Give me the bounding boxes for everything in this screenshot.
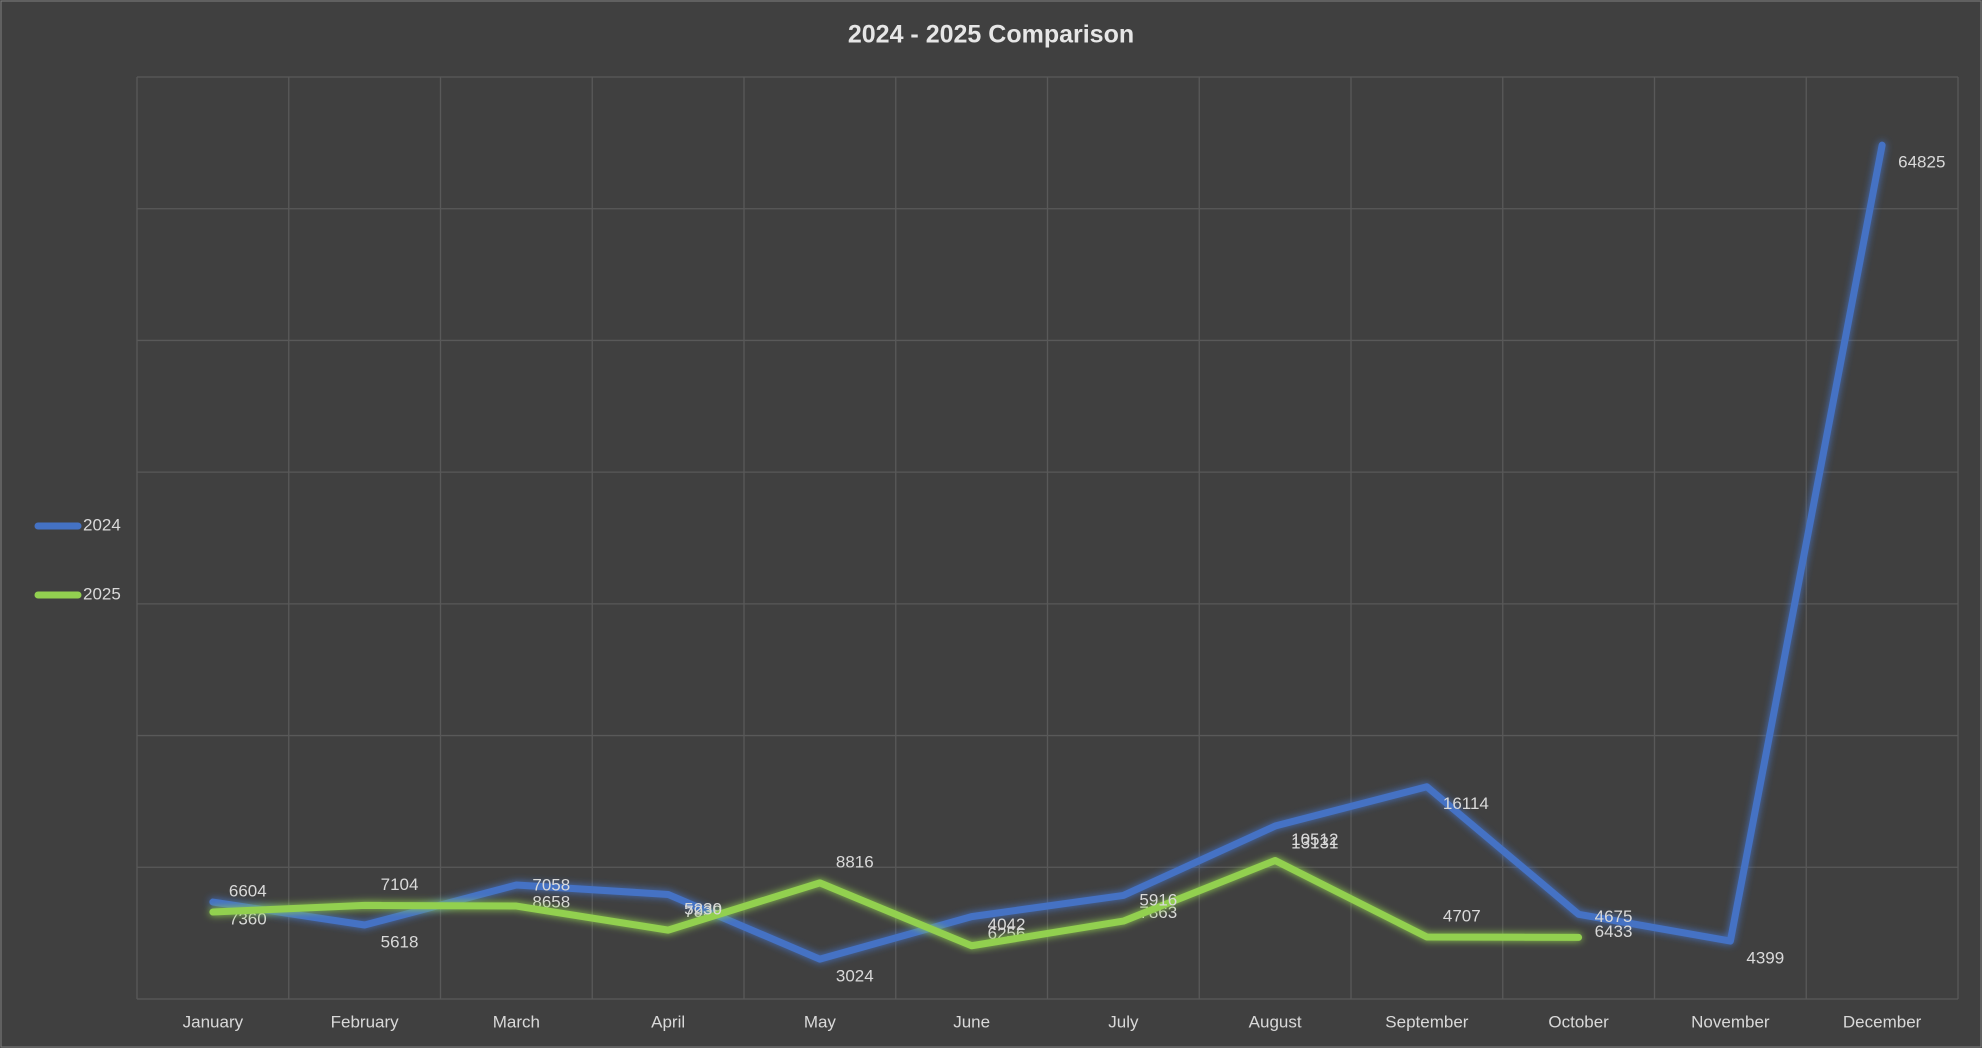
x-tick-label: January [183, 1012, 244, 1031]
x-tick-label: September [1385, 1012, 1468, 1031]
x-tick-label: May [804, 1012, 837, 1031]
x-tick-label: November [1691, 1012, 1770, 1031]
legend-label: 2025 [83, 584, 121, 603]
data-label: 3024 [836, 967, 874, 986]
series-line [209, 141, 1886, 963]
x-tick-label: August [1249, 1012, 1302, 1031]
x-tick-label: February [331, 1012, 400, 1031]
data-label: 64825 [1898, 153, 1945, 172]
data-label: 4399 [1746, 949, 1784, 968]
data-label: 5230 [684, 900, 722, 919]
x-tick-label: March [493, 1012, 540, 1031]
x-tick-label: July [1108, 1012, 1139, 1031]
data-label: 7058 [532, 876, 570, 895]
x-tick-label: April [651, 1012, 685, 1031]
data-label: 7104 [381, 875, 419, 894]
data-label: 5916 [1139, 891, 1177, 910]
x-tick-label: December [1843, 1012, 1922, 1031]
data-label: 4042 [988, 915, 1026, 934]
series-line [209, 857, 1583, 950]
x-tick-label: June [953, 1012, 990, 1031]
legend-label: 2024 [83, 515, 121, 534]
data-label: 16114 [1443, 794, 1489, 813]
data-label: 10512 [1291, 830, 1338, 849]
data-label: 4707 [1443, 906, 1481, 925]
data-label: 6604 [229, 882, 267, 901]
data-label: 5618 [381, 932, 419, 951]
chart-title: 2024 - 2025 Comparison [848, 21, 1134, 49]
data-label: 6433 [1595, 922, 1633, 941]
data-label: 13131 [1291, 834, 1338, 853]
x-tick-label: October [1548, 1012, 1609, 1031]
data-label: 8816 [836, 852, 874, 871]
data-label: 4675 [1595, 907, 1633, 926]
